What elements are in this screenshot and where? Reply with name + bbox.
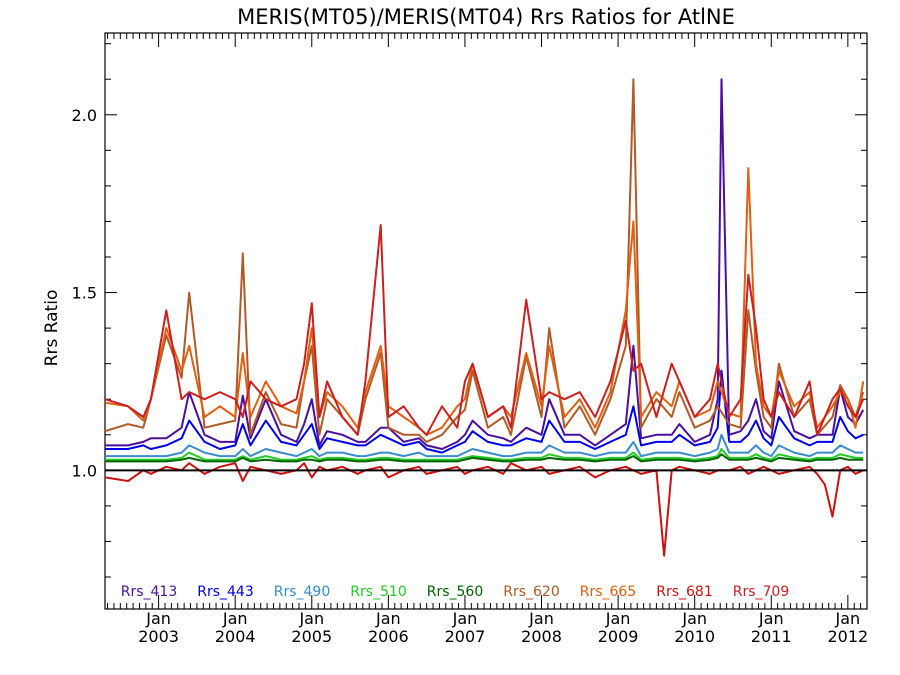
x-tick-year-label: 2011 (751, 627, 792, 646)
x-tick-year-label: 2009 (598, 627, 639, 646)
x-tick-year-label: 2007 (445, 627, 486, 646)
x-tick-month-label: Jan (145, 609, 171, 628)
series-line-rrs-413 (105, 78, 865, 450)
y-axis-label: Rrs Ratio (42, 290, 62, 367)
x-tick-year-label: 2010 (674, 627, 715, 646)
x-tick-year-label: 2003 (138, 627, 179, 646)
legend-entry: Rrs_620 (503, 584, 560, 600)
legend-entry: Rrs_681 (656, 584, 713, 600)
y-tick-label: 1.0 (72, 461, 97, 480)
plot-frame (104, 32, 868, 610)
legend-entry: Rrs_709 (733, 584, 790, 600)
x-tick-month-label: Jan (835, 609, 861, 628)
series-layer (104, 78, 865, 557)
x-tick-year-label: 2004 (215, 627, 256, 646)
x-tick-year-label: 2012 (827, 627, 868, 646)
legend: Rrs_413 Rrs_443 Rrs_490 Rrs_510 Rrs_560 Rrs_6… (121, 584, 790, 600)
legend-entry: Rrs_443 (197, 584, 254, 600)
legend-entry: Rrs_560 (427, 584, 484, 600)
legend-entry: Rrs_490 (274, 584, 331, 600)
x-tick-month-label: Jan (222, 609, 248, 628)
x-tick-month-label: Jan (681, 609, 707, 628)
series-line-rrs-681 (104, 462, 864, 557)
legend-entry: Rrs_510 (350, 584, 407, 600)
x-tick-month-label: Jan (298, 609, 324, 628)
x-tick-year-label: 2006 (368, 627, 409, 646)
y-tick-label: 1.5 (72, 284, 97, 303)
x-tick-month-label: Jan (375, 609, 401, 628)
x-axis: Jan2003Jan2004Jan2005Jan2006Jan2007Jan20… (107, 33, 868, 646)
series-line-rrs-490 (105, 433, 864, 458)
legend-entry: Rrs_665 (580, 584, 637, 600)
x-tick-year-label: 2005 (291, 627, 332, 646)
x-tick-month-label: Jan (452, 609, 478, 628)
y-axis: 1.0 1.5 2.0 (72, 43, 867, 578)
y-tick-label: 2.0 (72, 106, 97, 125)
x-tick-year-label: 2008 (521, 627, 562, 646)
x-tick-month-label: Jan (758, 609, 784, 628)
series-line-rrs-620 (104, 78, 865, 443)
series-line-rrs-560 (105, 453, 864, 463)
series-line-rrs-665 (104, 167, 865, 436)
chart-title: MERIS(MT05)/MERIS(MT04) Rrs Ratios for A… (237, 5, 735, 29)
series-line-rrs-510 (105, 448, 864, 461)
legend-entry: Rrs_413 (121, 584, 178, 600)
series-line-rrs-443 (105, 369, 864, 454)
x-tick-month-label: Jan (528, 609, 554, 628)
x-tick-month-label: Jan (605, 609, 631, 628)
series-line-rrs-709 (104, 224, 865, 436)
